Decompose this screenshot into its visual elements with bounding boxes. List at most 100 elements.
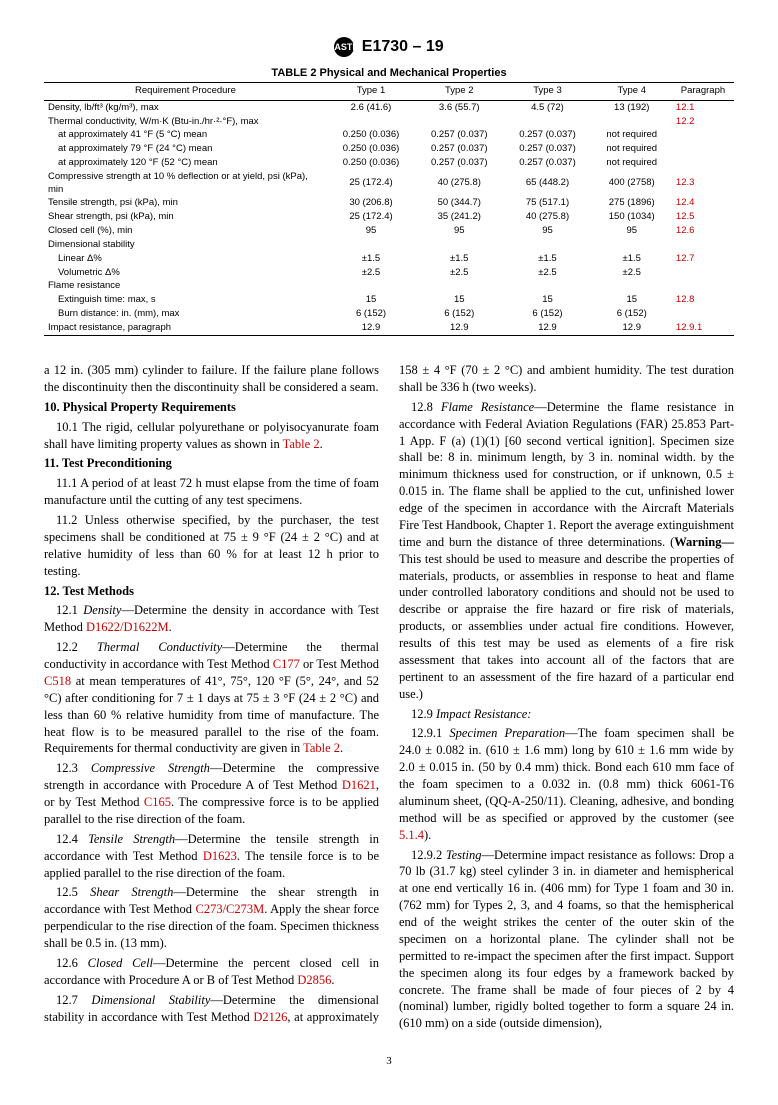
cell-value: 6 (152) xyxy=(592,307,672,321)
cell-value: 0.257 (0.037) xyxy=(415,143,503,157)
cell-value: 15 xyxy=(503,294,591,308)
cell-paragraph: 12.5 xyxy=(672,211,734,225)
cell-value: ±2.5 xyxy=(415,266,503,280)
link-c177[interactable]: C177 xyxy=(273,657,300,671)
cell-label: Impact resistance, paragraph xyxy=(44,321,327,335)
link-d1623[interactable]: D1623 xyxy=(203,849,237,863)
cell-value: 0.250 (0.036) xyxy=(327,143,415,157)
link-5-1-4[interactable]: 5.1.4 xyxy=(399,828,424,842)
cell-value: 25 (172.4) xyxy=(327,211,415,225)
para-12-1: 12.1 Density—Determine the density in ac… xyxy=(44,602,379,636)
cell-value: 95 xyxy=(503,225,591,239)
cell-value: 95 xyxy=(415,225,503,239)
cell-value: not required xyxy=(592,143,672,157)
table-row: Tensile strength, psi (kPa), min30 (206.… xyxy=(44,197,734,211)
cell-value: 65 (448.2) xyxy=(503,170,591,197)
table-row: at approximately 79 °F (24 °C) mean0.250… xyxy=(44,143,734,157)
cell-value xyxy=(327,280,415,294)
table-row: Thermal conductivity, W/m·K (Btu-in./hr·… xyxy=(44,115,734,129)
cell-value: 40 (275.8) xyxy=(503,211,591,225)
cell-paragraph xyxy=(672,266,734,280)
cell-label: Dimensional stability xyxy=(44,238,327,252)
table-row: Density, lb/ft³ (kg/m³), max2.6 (41.6)3.… xyxy=(44,101,734,115)
paragraph-link[interactable]: 12.1 xyxy=(676,102,695,113)
section-10-head: 10. Physical Property Requirements xyxy=(44,399,379,416)
paragraph-link[interactable]: 12.6 xyxy=(676,225,695,236)
cell-value: ±1.5 xyxy=(327,252,415,266)
cell-value: ±2.5 xyxy=(327,266,415,280)
cell-value: ±1.5 xyxy=(592,252,672,266)
cell-value xyxy=(415,280,503,294)
table-row: Compressive strength at 10 % deflection … xyxy=(44,170,734,197)
cell-value: 275 (1896) xyxy=(592,197,672,211)
link-c518[interactable]: C518 xyxy=(44,674,71,688)
cell-value: 0.257 (0.037) xyxy=(503,143,591,157)
table-row: Linear Δ%±1.5±1.5±1.5±1.512.7 xyxy=(44,252,734,266)
section-12-head: 12. Test Methods xyxy=(44,583,379,600)
cell-value: 6 (152) xyxy=(503,307,591,321)
cell-value: 12.9 xyxy=(592,321,672,335)
body-columns: a 12 in. (305 mm) cylinder to failure. I… xyxy=(44,362,734,1032)
table-row: Impact resistance, paragraph12.912.912.9… xyxy=(44,321,734,335)
cell-label: Extinguish time: max, s xyxy=(44,294,327,308)
cell-label: Flame resistance xyxy=(44,280,327,294)
cell-value xyxy=(327,115,415,129)
link-table-2-b[interactable]: Table 2 xyxy=(303,741,340,755)
cell-label: Thermal conductivity, W/m·K (Btu-in./hr·… xyxy=(44,115,327,129)
table-row: at approximately 41 °F (5 °C) mean0.250 … xyxy=(44,129,734,143)
paragraph-link[interactable]: 12.4 xyxy=(676,197,695,208)
col-type1: Type 1 xyxy=(327,83,415,101)
para-12-8: 12.8 Flame Resistance—Determine the flam… xyxy=(399,399,734,703)
cell-label: Linear Δ% xyxy=(44,252,327,266)
table-row: Burn distance: in. (mm), max6 (152)6 (15… xyxy=(44,307,734,321)
table-header-row: Requirement Procedure Type 1 Type 2 Type… xyxy=(44,83,734,101)
cell-value: 12.9 xyxy=(327,321,415,335)
cell-value: 12.9 xyxy=(503,321,591,335)
cell-value: 13 (192) xyxy=(592,101,672,115)
link-c165[interactable]: C165 xyxy=(144,795,171,809)
cell-value: 0.250 (0.036) xyxy=(327,129,415,143)
cell-paragraph: 12.3 xyxy=(672,170,734,197)
cell-label: at approximately 120 °F (52 °C) mean xyxy=(44,157,327,171)
cell-value: 6 (152) xyxy=(415,307,503,321)
cell-paragraph xyxy=(672,307,734,321)
link-d2126[interactable]: D2126 xyxy=(253,1010,287,1024)
para-12-5: 12.5 Shear Strength—Determine the shear … xyxy=(44,884,379,952)
cell-paragraph: 12.1 xyxy=(672,101,734,115)
paragraph-link[interactable]: 12.5 xyxy=(676,211,695,222)
properties-table: Requirement Procedure Type 1 Type 2 Type… xyxy=(44,82,734,336)
cell-value: 0.257 (0.037) xyxy=(503,129,591,143)
cell-value: not required xyxy=(592,129,672,143)
link-d1621[interactable]: D1621 xyxy=(342,778,376,792)
cell-value: 25 (172.4) xyxy=(327,170,415,197)
col-type4: Type 4 xyxy=(592,83,672,101)
table-row: Closed cell (%), min9595959512.6 xyxy=(44,225,734,239)
para-12-2: 12.2 Thermal Conductivity—Determine the … xyxy=(44,639,379,757)
cell-paragraph: 12.8 xyxy=(672,294,734,308)
paragraph-link[interactable]: 12.9.1 xyxy=(676,322,702,333)
link-c273[interactable]: C273/C273M xyxy=(195,902,264,916)
col-type2: Type 2 xyxy=(415,83,503,101)
cell-paragraph: 12.6 xyxy=(672,225,734,239)
cell-value xyxy=(503,238,591,252)
para-9-cont: a 12 in. (305 mm) cylinder to failure. I… xyxy=(44,362,379,396)
cell-value: ±2.5 xyxy=(592,266,672,280)
cell-value: 0.257 (0.037) xyxy=(415,157,503,171)
cell-value: 4.5 (72) xyxy=(503,101,591,115)
cell-value: ±1.5 xyxy=(503,252,591,266)
cell-value: 2.6 (41.6) xyxy=(327,101,415,115)
para-12-9-2: 12.9.2 Testing—Determine impact resistan… xyxy=(399,847,734,1033)
link-table-2[interactable]: Table 2 xyxy=(283,437,320,451)
paragraph-link[interactable]: 12.2 xyxy=(676,116,695,127)
link-d2856[interactable]: D2856 xyxy=(297,973,331,987)
cell-value xyxy=(415,238,503,252)
astm-logo-icon: ASTM xyxy=(334,37,354,57)
paragraph-link[interactable]: 12.8 xyxy=(676,294,695,305)
cell-paragraph: 12.2 xyxy=(672,115,734,129)
cell-value xyxy=(503,115,591,129)
paragraph-link[interactable]: 12.3 xyxy=(676,177,695,188)
cell-value: 0.257 (0.037) xyxy=(503,157,591,171)
cell-value xyxy=(327,238,415,252)
paragraph-link[interactable]: 12.7 xyxy=(676,253,695,264)
link-d1622[interactable]: D1622/D1622M xyxy=(86,620,169,634)
